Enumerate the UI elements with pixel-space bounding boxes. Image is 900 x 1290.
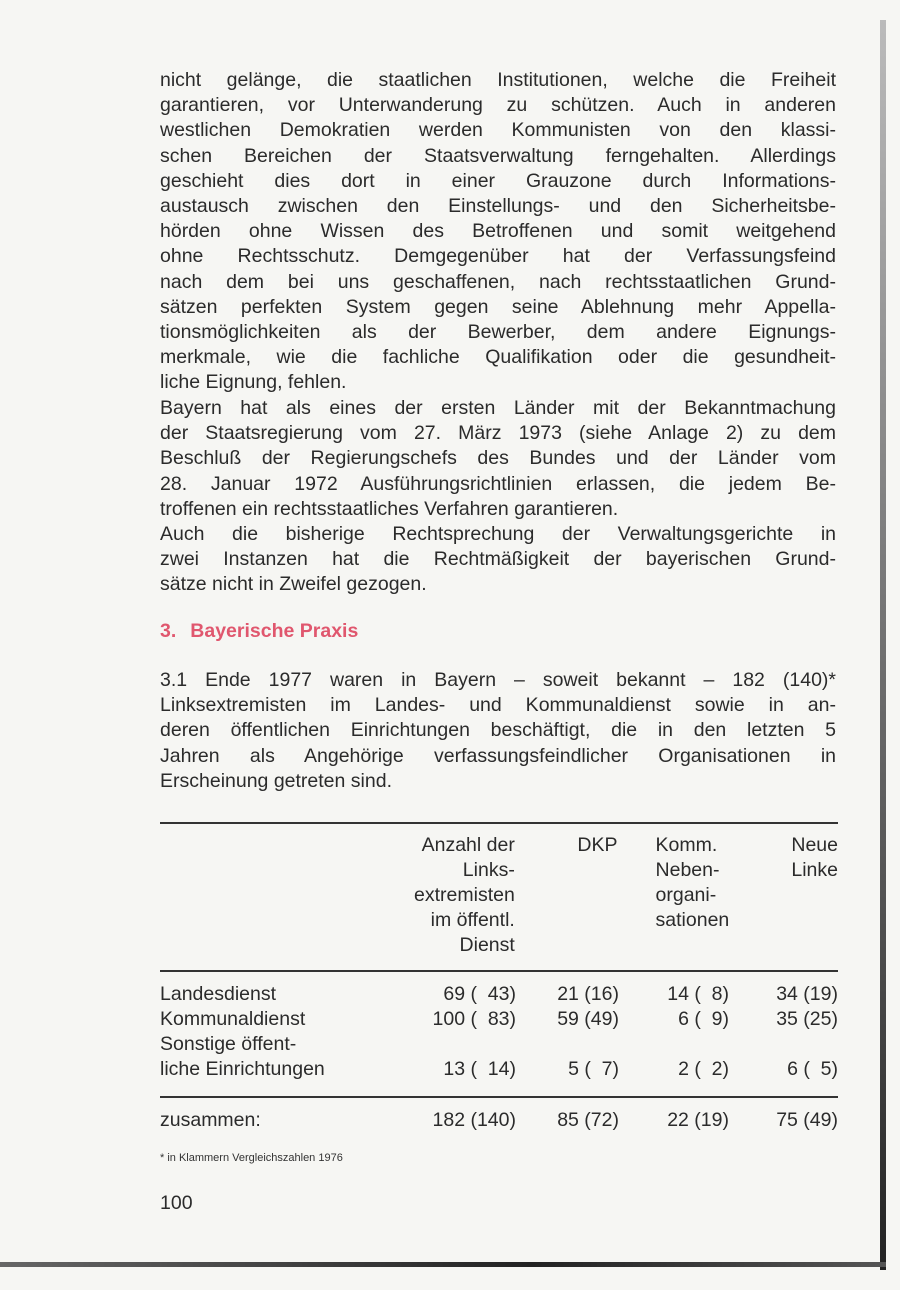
row-label-line: liche Einrichtungen <box>160 1058 325 1080</box>
table-row: Landesdienst 69 ( 43) 21 (16) 14 ( 8) 34 (19… <box>160 982 838 1007</box>
text-line: merkmale, wie die fachliche Qualifikatio… <box>160 346 836 369</box>
total-value: 85 (72) <box>557 1109 619 1131</box>
cell-value: 5 ( 7) <box>568 1058 619 1080</box>
header-line: organi- <box>655 884 717 906</box>
text-line: tionsmöglichkeiten als der Bewerber, dem… <box>160 320 836 343</box>
row-label: Landesdienst <box>160 982 410 1007</box>
text-line: sätze nicht in Zweifel gezogen. <box>160 573 427 596</box>
table-row: Kommunaldienst 100 ( 83) 59 (49) 6 ( 9) 35 (… <box>160 1007 838 1032</box>
text-line: 3.1 Ende 1977 waren in Bayern – soweit b… <box>160 669 836 691</box>
cell-value: 14 ( 8) <box>667 983 729 1005</box>
text-line: austausch zwischen den Einstellungs- und… <box>160 194 836 217</box>
header-line: im öffentl. <box>430 909 515 931</box>
text-line: schen Bereichen der Staatsverwaltung fer… <box>160 144 836 167</box>
header-line: Anzahl der <box>421 834 515 856</box>
cell-value: 13 ( 14) <box>443 1058 516 1080</box>
text-line: deren öffentlichen Einrichtungen beschäf… <box>160 719 836 742</box>
paragraph-3-1: 3.1 Ende 1977 waren in Bayern – soweit b… <box>160 668 836 794</box>
text-line: Bayern hat als eines der ersten Länder m… <box>160 397 836 419</box>
table-header-rule <box>160 970 838 972</box>
text-line: Erscheinung getreten sind. <box>160 769 392 792</box>
text-line: Linksextremisten im Landes- und Kommunal… <box>160 694 836 717</box>
footnote: * in Klammern Vergleichszahlen 1976 <box>160 1152 343 1164</box>
text-line: Beschluß der Regierungschefs des Bundes … <box>160 447 836 470</box>
total-value: 22 (19) <box>667 1109 729 1131</box>
row-label-line: Sonstige öffent- <box>160 1033 297 1055</box>
total-label: zusammen: <box>160 1109 261 1131</box>
header-komm-nebenorganisationen: Komm. Neben-organi-sationen <box>618 833 730 958</box>
text-line: 28. Januar 1972 Ausführungsrichtlinien e… <box>160 472 836 495</box>
row-label-line: Landesdienst <box>160 983 277 1005</box>
cell-value: 6 ( 9) <box>678 1008 729 1030</box>
table-total: zusammen: 182 (140) 85 (72) 22 (19) 75 (… <box>160 1108 838 1133</box>
section-number: 3. <box>160 620 177 642</box>
text-line: zwei Instanzen hat die Rechtmäßigkeit de… <box>160 548 836 571</box>
header-line: DKP <box>577 834 618 856</box>
row-label: Sonstige öffent-liche Einrichtungen <box>160 1032 410 1082</box>
text-line: der Staatsregierung vom 27. März 1973 (s… <box>160 422 836 445</box>
table-total-rule <box>160 1096 838 1098</box>
text-line: hörden ohne Wissen des Betroffenen und s… <box>160 220 836 243</box>
text-line: geschieht dies dort in einer Grauzone du… <box>160 169 836 192</box>
text-line: Jahren als Angehörige verfassungsfeindli… <box>160 744 836 767</box>
header-line: Komm. <box>655 834 718 856</box>
row-label: Kommunaldienst <box>160 1007 410 1032</box>
text-line: liche Eignung, fehlen. <box>160 371 347 394</box>
cell-value: 34 (19) <box>776 983 838 1005</box>
paragraph-1: nicht gelänge, die staatlichen Instituti… <box>160 68 836 395</box>
table-header: Anzahl der Links-extremisten im öffentl. Di… <box>160 833 838 958</box>
header-line: extremisten <box>414 884 515 906</box>
paragraph-2: Bayern hat als eines der ersten Länder m… <box>160 396 836 522</box>
text-line: nach dem bei uns geschaffenen, nach rech… <box>160 270 836 293</box>
text-line: westlichen Demokratien werden Kommuniste… <box>160 119 836 142</box>
table-row: Sonstige öffent-liche Einrichtungen 13 ( … <box>160 1032 838 1082</box>
total-row: zusammen: 182 (140) 85 (72) 22 (19) 75 (… <box>160 1108 838 1133</box>
total-value: 75 (49) <box>776 1109 838 1131</box>
table-top-rule <box>160 822 838 824</box>
row-label-line: Kommunaldienst <box>160 1008 306 1030</box>
total-value: 182 (140) <box>432 1109 516 1131</box>
text-line: Auch die bisherige Rechtsprechung der Ve… <box>160 523 836 545</box>
scan-edge-right <box>880 20 886 1270</box>
header-line: Linke <box>791 859 838 881</box>
header-neue-linke: Neue Linke <box>729 833 838 958</box>
text-line: ohne Rechtsschutz. Demgegenüber hat der … <box>160 245 836 268</box>
header-dkp: DKP <box>515 833 618 958</box>
paragraph-3: Auch die bisherige Rechtsprechung der Ve… <box>160 522 836 598</box>
text-line: troffenen ein rechtsstaatliches Verfahre… <box>160 497 619 520</box>
cell-value: 21 (16) <box>557 983 619 1005</box>
text-line: sätzen perfekten System gegen seine Able… <box>160 295 836 318</box>
header-anzahl: Anzahl der Links-extremisten im öffentl. Di… <box>409 833 515 958</box>
page-number: 100 <box>160 1192 193 1214</box>
cell-value: 2 ( 2) <box>678 1058 729 1080</box>
header-line: Dienst <box>459 934 515 956</box>
header-line: sationen <box>655 909 730 931</box>
header-line: Neben- <box>655 859 720 881</box>
header-line: Links- <box>462 859 515 881</box>
table-body: Landesdienst 69 ( 43) 21 (16) 14 ( 8) 34 (19… <box>160 982 838 1082</box>
cell-value: 59 (49) <box>557 1008 619 1030</box>
cell-value: 35 (25) <box>776 1008 838 1030</box>
cell-value: 6 ( 5) <box>787 1058 838 1080</box>
text-line: garantieren, vor Unterwanderung zu schüt… <box>160 94 836 117</box>
cell-value: 100 ( 83) <box>432 1008 516 1030</box>
cell-value: 69 ( 43) <box>443 983 516 1005</box>
text-line: nicht gelänge, die staatlichen Instituti… <box>160 69 836 91</box>
scan-edge-bottom <box>0 1262 886 1267</box>
header-line: Neue <box>791 834 838 856</box>
section-heading: 3. Bayerische Praxis <box>160 620 358 643</box>
section-title: Bayerische Praxis <box>190 620 359 642</box>
